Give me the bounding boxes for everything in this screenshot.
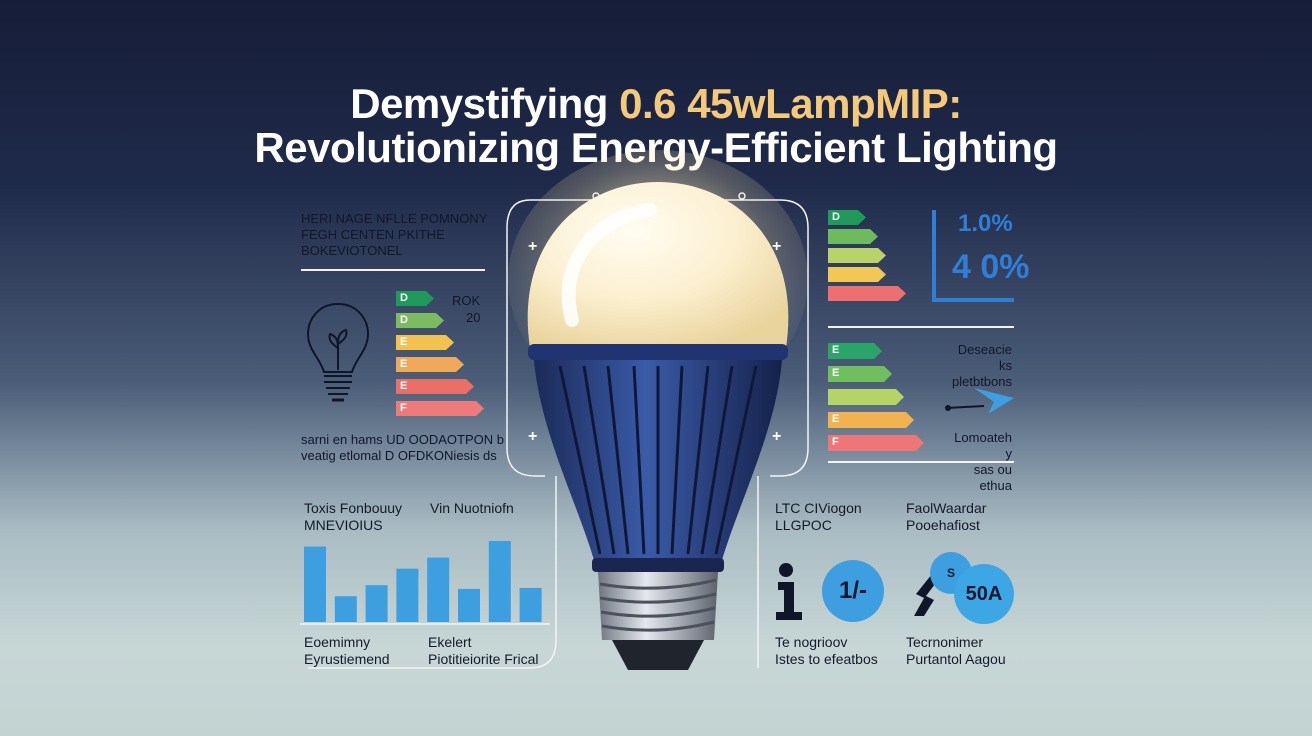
energy-bar: [828, 229, 878, 244]
divider: [301, 269, 485, 271]
heading-line: Toxis Fonbouuy: [304, 500, 403, 516]
energy-bar: D: [396, 313, 444, 328]
energy-bar: [828, 248, 886, 263]
heading-line: LLGPOC: [775, 517, 832, 533]
left-caption: sarni en hams UD OODAOTPON b veatig etlo…: [301, 432, 504, 464]
bottom-right-heading-2: FaolWaardar Pooehafiost: [906, 500, 986, 534]
caption-line: Piotitieiorite Frical: [428, 651, 539, 667]
left-heading: HERI NAGE NFLLE POMNONY FEGH CENTEN PKIT…: [301, 211, 487, 259]
lamp-arm-icon: [914, 574, 938, 616]
caption-line: Ekelert: [428, 634, 472, 650]
energy-bar: F: [396, 401, 484, 416]
label-line: pletbtbons: [952, 374, 1012, 389]
bar-3: [365, 585, 388, 622]
divider: [828, 461, 1014, 463]
led-bulb-icon: [508, 150, 808, 670]
plus-icon: +: [528, 428, 538, 445]
energy-label-right-mid: E E E F: [828, 343, 924, 458]
energy-bar: E: [828, 343, 882, 359]
bar-chart: [300, 541, 550, 625]
left-heading-line: BOKEVIOTONEL: [301, 243, 403, 258]
bottom-left-heading-2: Vin Nuotniofn: [430, 500, 514, 516]
left-heading-line: HERI NAGE NFLLE POMNONY: [301, 211, 488, 226]
left-caption-line: veatig etlomal D OFDKONiesis ds: [301, 448, 497, 463]
bottom-right-heading-1: LTC CIViogon LLGPOC: [775, 500, 862, 534]
arrow-icon: [945, 388, 1014, 414]
bar-1: [304, 546, 326, 622]
stat-2: 4 0%: [952, 248, 1030, 286]
heading-line: Pooehafiost: [906, 517, 980, 533]
caption-line: Istes to efeatbos: [775, 651, 878, 667]
bottom-right-caption-1: Te nogrioov Istes to efeatbos: [775, 634, 878, 668]
caption-line: Te nogrioov: [775, 634, 848, 650]
bottom-right-caption-2: Tecrnonimer Purtantol Aagou: [906, 634, 1006, 668]
bottom-left-caption-2: Ekelert Piotitieiorite Frical: [428, 634, 538, 668]
left-caption-line: sarni en hams UD OODAOTPON b: [301, 432, 504, 447]
label-line: sas ou ethua: [973, 462, 1012, 493]
energy-label-right-top: D: [828, 210, 906, 305]
stat-1: 1.0%: [958, 210, 1013, 237]
page-title-line-1: Demystifying 0.6 45wLampMIP:: [0, 78, 1312, 130]
energy-bar: D: [828, 210, 866, 225]
heading-line: LTC CIViogon: [775, 500, 862, 516]
label-line: Lomoateh y: [954, 430, 1012, 461]
title-prefix: Demystifying: [350, 80, 620, 127]
caption-line: Eoemimny: [304, 634, 371, 650]
right-mid-label-top: Deseacie ks pletbtbons: [948, 342, 1012, 390]
energy-bar: [828, 389, 904, 405]
energy-bar: D: [396, 291, 434, 306]
bar-4: [396, 568, 419, 622]
stat-circle-2: 50A: [954, 564, 1014, 624]
side-label-2: 20: [466, 310, 481, 325]
caption-line: Eyrustiemend: [304, 651, 390, 667]
energy-bar: E: [396, 357, 464, 372]
stat-circle-1: 1/-: [822, 560, 884, 622]
bar-7: [488, 541, 511, 622]
bar-8: [519, 587, 542, 622]
energy-bar: E: [396, 335, 454, 350]
energy-bar: [828, 286, 906, 301]
energy-bar: F: [828, 435, 924, 451]
heading-line: MNEVIOIUS: [304, 517, 383, 533]
right-mid-label-bottom: Lomoateh y sas ou ethua: [948, 430, 1012, 494]
title-accent: 0.6 45wLampMIP:: [619, 80, 962, 127]
energy-bar: E: [828, 366, 892, 382]
energy-label-left: D D E E E F: [396, 291, 484, 423]
plus-icon: +: [772, 428, 782, 445]
info-icon: [776, 563, 802, 620]
bar-6: [458, 588, 480, 622]
energy-bar: E: [828, 412, 914, 428]
energy-bar: [828, 267, 886, 282]
bottom-left-heading-1: Toxis Fonbouuy MNEVIOIUS: [304, 500, 402, 534]
stat-axis-icon: [932, 210, 1014, 302]
bottom-left-caption-1: Eoemimny Eyrustiemend: [304, 634, 390, 668]
caption-line: Tecrnonimer: [906, 634, 984, 650]
side-label-1: ROK: [452, 293, 481, 308]
energy-bar: E: [396, 379, 474, 394]
bulb-outline-icon: [306, 302, 370, 402]
label-line: Deseacie ks: [957, 342, 1012, 373]
bar-5: [427, 557, 450, 622]
caption-line: Purtantol Aagou: [906, 651, 1006, 667]
left-heading-line: FEGH CENTEN PKITHE: [301, 227, 445, 242]
divider: [828, 326, 1014, 328]
heading-line: FaolWaardar: [906, 500, 987, 516]
bar-2: [334, 596, 357, 622]
